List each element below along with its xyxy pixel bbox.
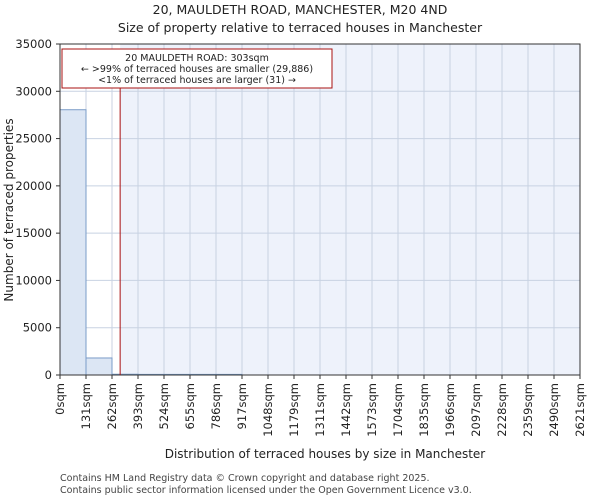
y-tick-label: 20000 bbox=[15, 179, 52, 193]
x-tick-label: 1179sqm bbox=[287, 383, 301, 437]
x-tick-label: 2490sqm bbox=[547, 383, 561, 437]
annotation-line-1: 20 MAULDETH ROAD: 303sqm bbox=[125, 53, 269, 64]
x-tick-label: 0sqm bbox=[53, 383, 67, 415]
x-tick-label: 2359sqm bbox=[521, 383, 535, 437]
y-tick-label: 30000 bbox=[15, 84, 52, 98]
y-tick-label: 15000 bbox=[15, 226, 52, 240]
x-tick-label: 1966sqm bbox=[443, 383, 457, 437]
y-axis-label: Number of terraced properties bbox=[2, 118, 16, 301]
y-tick-label: 5000 bbox=[23, 321, 52, 335]
y-tick-label: 25000 bbox=[15, 132, 52, 146]
x-tick-label: 524sqm bbox=[157, 383, 171, 429]
x-tick-label: 1573sqm bbox=[365, 383, 379, 437]
x-tick-label: 655sqm bbox=[183, 383, 197, 429]
x-tick-label: 2621sqm bbox=[573, 383, 587, 437]
annotation-line-3: <1% of terraced houses are larger (31) → bbox=[98, 75, 296, 86]
x-tick-label: 262sqm bbox=[105, 383, 119, 429]
x-tick-label: 2228sqm bbox=[495, 383, 509, 437]
footer-line-2: Contains public sector information licen… bbox=[60, 485, 472, 496]
footer-line-1: Contains HM Land Registry data © Crown c… bbox=[60, 473, 430, 484]
x-tick-label: 917sqm bbox=[235, 383, 249, 429]
x-tick-label: 1835sqm bbox=[417, 383, 431, 437]
annotation-box: 20 MAULDETH ROAD: 303sqm ← >99% of terra… bbox=[61, 48, 333, 89]
chart-subtitle: Size of property relative to terraced ho… bbox=[118, 20, 483, 35]
y-tick-label: 10000 bbox=[15, 273, 52, 287]
x-axis-label: Distribution of terraced houses by size … bbox=[165, 447, 486, 461]
plot-area: 0 5000 10000 15000 20000 25000 30000 35000 0sqm 1… bbox=[15, 37, 587, 437]
x-tick-label: 1048sqm bbox=[261, 383, 275, 437]
x-tick-label: 786sqm bbox=[209, 383, 223, 429]
x-tick-label: 393sqm bbox=[131, 383, 145, 429]
x-tick-label: 131sqm bbox=[79, 383, 93, 429]
x-tick-label: 2097sqm bbox=[469, 383, 483, 437]
x-tick-label: 1311sqm bbox=[313, 383, 327, 437]
y-tick-label: 35000 bbox=[15, 37, 52, 51]
x-tick-label: 1704sqm bbox=[391, 383, 405, 437]
chart-title: 20, MAULDETH ROAD, MANCHESTER, M20 4ND bbox=[153, 2, 448, 17]
annotation-frame bbox=[61, 48, 333, 89]
x-tick-label: 1442sqm bbox=[339, 383, 353, 437]
larger-region-shade bbox=[120, 44, 581, 375]
bar-0sqm bbox=[59, 109, 87, 376]
annotation-line-2: ← >99% of terraced houses are smaller (2… bbox=[81, 64, 313, 75]
bar-131sqm bbox=[85, 357, 113, 376]
y-tick-label: 0 bbox=[45, 368, 52, 382]
